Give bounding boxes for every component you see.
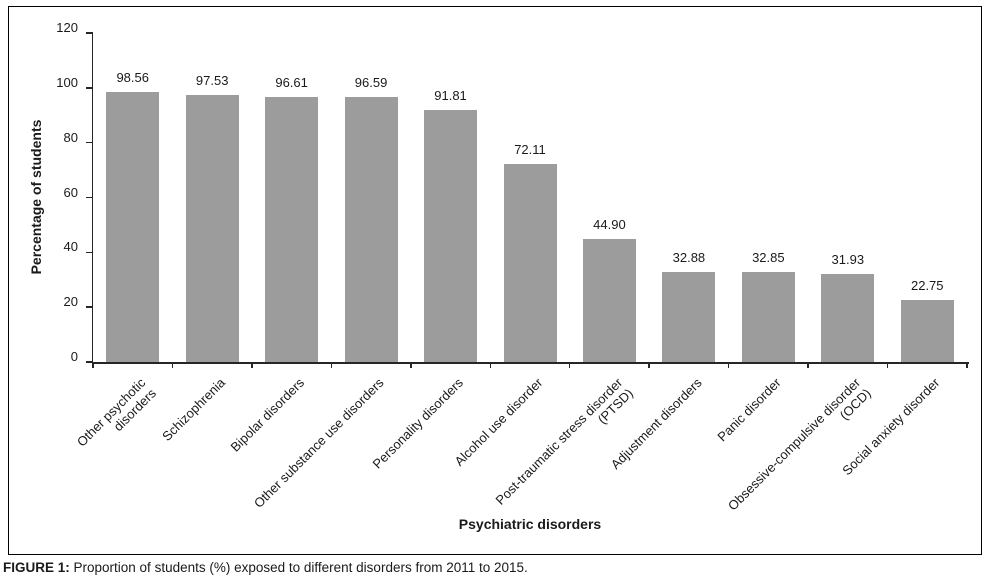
bar: [582, 238, 636, 362]
bar-value-label: 96.59: [354, 75, 388, 91]
bar-value-label: 72.11: [514, 142, 546, 158]
bar-value-label: 44.90: [593, 216, 626, 232]
bar: [265, 97, 319, 362]
bar: [106, 91, 160, 362]
y-tick-label: 80: [63, 129, 78, 145]
bar: [503, 164, 557, 362]
bar: [185, 94, 239, 362]
bar-value-label: 97.53: [195, 72, 229, 88]
bar-value-label: 31.93: [831, 252, 865, 268]
y-tick: [85, 306, 93, 308]
y-tick-label: 20: [63, 294, 78, 310]
y-axis-line: [91, 33, 93, 364]
bar: [662, 271, 716, 362]
bar: [424, 110, 478, 362]
x-tick: [330, 362, 333, 368]
y-tick-label: 100: [56, 74, 78, 90]
y-tick: [85, 251, 93, 254]
y-tick: [85, 87, 93, 89]
y-tick: [85, 196, 93, 199]
figure-caption: FIGURE 1: Proportion of students (%) exp…: [3, 559, 528, 576]
bar-value-label: 98.56: [116, 69, 149, 85]
x-tick: [92, 362, 94, 368]
bar: [821, 274, 875, 362]
bar-value-label: 96.61: [275, 75, 308, 91]
x-tick: [648, 362, 650, 368]
y-tick-label: 60: [63, 184, 78, 200]
bar-value-label: 32.88: [672, 249, 706, 265]
x-axis-line: [91, 362, 969, 364]
figure-caption-label: FIGURE 1:: [3, 560, 70, 575]
bar: [900, 299, 954, 362]
y-tick: [85, 141, 93, 144]
x-axis-title: Psychiatric disorders: [458, 516, 602, 532]
x-tick: [568, 362, 571, 368]
bar-value-label: 91.81: [434, 88, 467, 104]
bar-value-label: 22.75: [910, 277, 944, 293]
figure-caption-text: Proportion of students (%) exposed to di…: [69, 560, 528, 575]
x-tick: [886, 362, 889, 368]
y-tick: [85, 32, 93, 34]
y-tick: [85, 361, 93, 363]
x-tick: [807, 362, 809, 368]
x-tick: [727, 362, 730, 368]
x-tick: [966, 362, 968, 368]
x-tick: [171, 362, 174, 368]
y-tick-label: 120: [56, 20, 78, 35]
y-tick-label: 0: [70, 349, 78, 364]
x-tick: [489, 362, 492, 368]
figure-border: [8, 6, 982, 555]
bar: [741, 271, 795, 362]
bar-value-label: 32.85: [752, 249, 785, 265]
bar: [344, 97, 398, 362]
y-axis-title: Percentage of students: [28, 119, 44, 275]
x-tick: [410, 362, 412, 368]
y-tick-label: 40: [63, 239, 78, 255]
x-tick: [251, 362, 253, 368]
